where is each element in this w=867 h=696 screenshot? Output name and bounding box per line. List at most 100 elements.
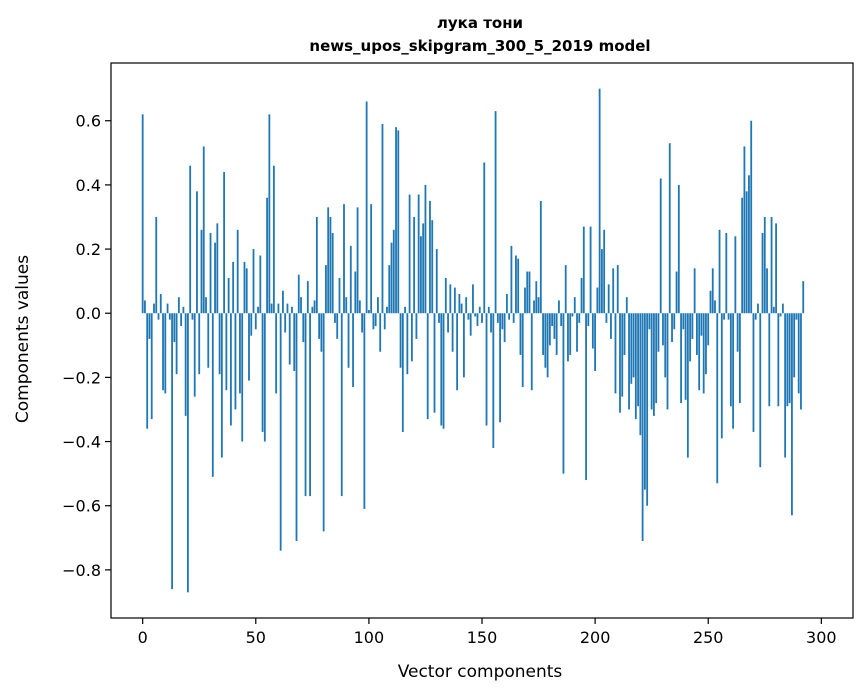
bar-30 (209, 233, 212, 314)
bar-223 (646, 313, 649, 506)
bar-282 (779, 313, 782, 317)
bar-217 (632, 313, 635, 378)
bar-70 (300, 297, 302, 314)
bar-231 (664, 313, 667, 378)
bar-41 (234, 313, 237, 410)
bar-179 (546, 313, 549, 378)
bar-64 (286, 303, 289, 314)
bar-123 (420, 236, 422, 314)
bar-20 (187, 313, 189, 593)
bar-258 (725, 233, 728, 314)
bar-151 (483, 162, 486, 314)
bars-group (141, 88, 805, 593)
bar-245 (696, 313, 698, 355)
bar-113 (397, 130, 400, 314)
bar-244 (693, 268, 696, 314)
bar-215 (628, 313, 630, 410)
x-tick-label: 50 (246, 628, 266, 647)
bar-254 (716, 313, 719, 484)
bar-261 (732, 313, 735, 429)
bar-264 (738, 313, 741, 404)
bar-57 (270, 303, 273, 314)
bar-180 (548, 313, 551, 346)
bar-172 (530, 313, 533, 391)
bar-288 (793, 313, 796, 378)
bar-45 (243, 261, 246, 314)
bar-46 (245, 268, 248, 314)
bar-43 (239, 313, 241, 394)
bar-50 (254, 313, 257, 330)
bar-194 (580, 277, 583, 314)
bar-88 (340, 313, 343, 497)
bar-158 (499, 313, 501, 423)
bar-287 (791, 313, 793, 516)
bar-198 (589, 226, 592, 314)
bar-47 (248, 313, 250, 381)
bar-159 (501, 313, 504, 330)
bar-71 (302, 313, 305, 343)
bar-289 (795, 313, 798, 320)
bar-16 (177, 297, 180, 314)
bar-150 (481, 313, 483, 323)
bar-220 (639, 313, 642, 436)
bar-93 (352, 313, 354, 388)
bar-94 (354, 271, 357, 314)
bar-143 (465, 297, 468, 314)
bar-284 (784, 313, 787, 458)
bar-18 (182, 306, 185, 314)
chart-subtitle: news_upos_skipgram_300_5_2019 model (309, 37, 650, 55)
bar-267 (745, 191, 748, 314)
bar-79 (320, 313, 323, 352)
bar-53 (261, 313, 264, 432)
bar-203 (600, 249, 603, 314)
bar-2 (146, 313, 149, 429)
bar-240 (684, 313, 687, 400)
bar-280 (775, 223, 777, 314)
bar-83 (329, 216, 332, 314)
bar-124 (422, 223, 425, 314)
bar-101 (370, 204, 373, 314)
bar-27 (202, 146, 205, 314)
bar-59 (275, 313, 278, 394)
bar-145 (469, 313, 472, 336)
bar-135 (447, 313, 449, 333)
bar-86 (336, 313, 339, 339)
bar-3 (148, 313, 151, 339)
bar-209 (614, 313, 617, 394)
bar-111 (392, 229, 395, 314)
bar-62 (282, 290, 284, 314)
bar-191 (573, 297, 576, 314)
y-tick-label: −0.6 (62, 497, 101, 516)
bar-278 (770, 216, 773, 314)
bar-92 (349, 245, 352, 314)
bar-161 (505, 293, 508, 314)
bar-175 (537, 297, 540, 314)
bar-272 (757, 303, 759, 314)
bar-66 (291, 306, 293, 314)
bar-13 (171, 313, 173, 590)
bar-234 (671, 313, 673, 343)
bar-238 (680, 313, 682, 404)
bar-201 (596, 287, 599, 314)
bar-242 (689, 313, 692, 362)
bar-224 (648, 313, 651, 330)
bar-127 (429, 200, 431, 314)
bar-155 (492, 313, 495, 448)
bar-197 (587, 313, 590, 327)
bar-14 (173, 313, 176, 343)
bar-170 (526, 271, 529, 314)
bar-69 (297, 274, 300, 314)
bar-125 (424, 184, 427, 314)
y-tick-label: 0.6 (76, 112, 101, 131)
bar-148 (476, 313, 479, 327)
bar-214 (625, 297, 628, 314)
bar-139 (456, 313, 459, 391)
bar-212 (621, 313, 624, 397)
bar-25 (198, 313, 201, 375)
bar-163 (510, 245, 513, 314)
bar-169 (524, 287, 526, 314)
y-axis-label: Components values (13, 255, 33, 423)
bar-35 (220, 313, 223, 458)
bar-146 (472, 284, 474, 314)
bar-277 (768, 313, 771, 407)
